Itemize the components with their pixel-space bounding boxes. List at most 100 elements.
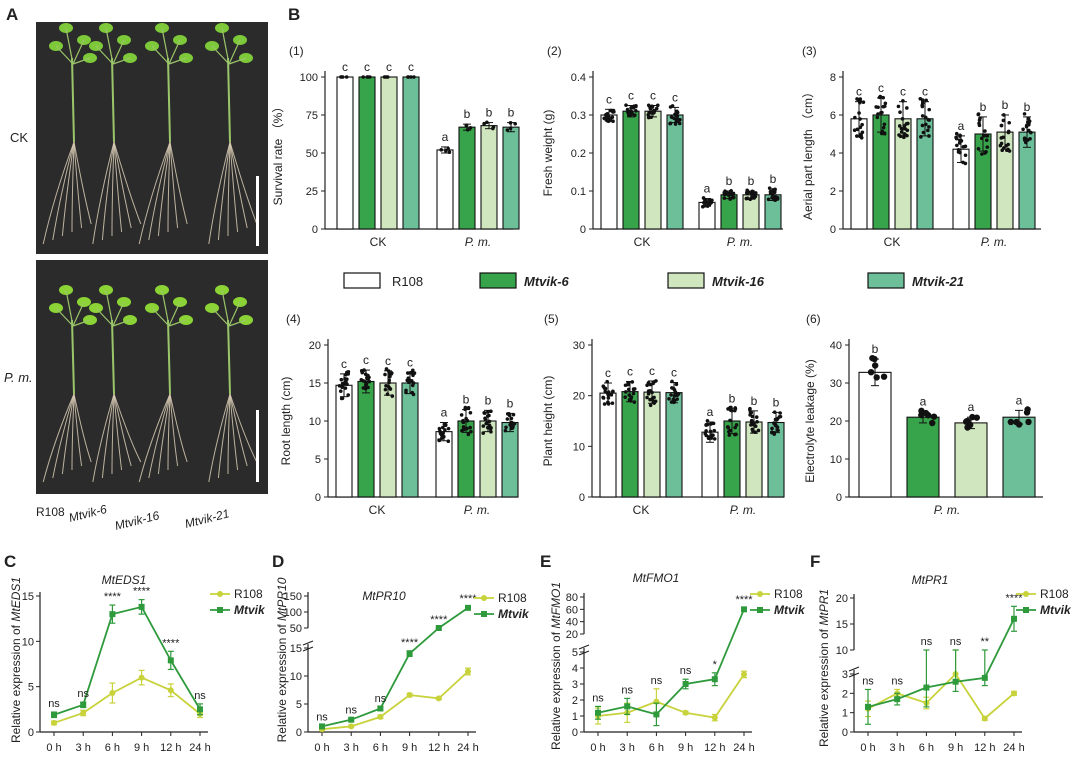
bar-mtvik6: [622, 110, 640, 230]
data-point: [702, 204, 707, 208]
data-point: [469, 429, 473, 434]
significance-letter: c: [342, 60, 348, 74]
data-point: [1024, 124, 1029, 129]
data-point: [447, 150, 452, 155]
bar-mtvik16: [643, 391, 661, 498]
data-point: [1027, 119, 1032, 123]
data-point: [924, 98, 928, 103]
data-point: [459, 413, 464, 417]
data-point: [388, 374, 392, 379]
data-point: [632, 400, 637, 404]
data-point: [361, 378, 366, 383]
significance-letter: c: [900, 85, 906, 99]
data-point: [626, 380, 630, 385]
data-point: [926, 128, 930, 133]
significance-letter: b: [507, 396, 514, 410]
y-axis-label: Survival rate （%）: [271, 101, 285, 206]
marker-r108: [109, 690, 116, 697]
significance-annotation: ****: [1005, 592, 1023, 604]
data-point: [722, 190, 727, 195]
data-point: [753, 424, 758, 429]
data-point: [630, 380, 635, 384]
y-tick-label: 15: [309, 378, 321, 390]
significance-annotation: ****: [401, 637, 419, 649]
chart-root-length: (4) 0 5 10 15 20 Root length (cm) c c c c CK a b b b P. …: [279, 312, 519, 517]
data-point: [729, 405, 733, 410]
data-point: [628, 398, 633, 402]
significance-annotation: ns: [651, 675, 663, 687]
data-point: [440, 436, 444, 440]
plant-seedling: [205, 23, 258, 245]
data-point: [955, 143, 959, 148]
data-point: [882, 131, 887, 136]
marker-mtvik: [319, 723, 325, 730]
photo-pm: [36, 260, 268, 494]
data-point: [461, 427, 466, 432]
x-tick-label: 3 h: [344, 742, 359, 754]
x-tick-label: 6 h: [105, 742, 120, 754]
data-point: [860, 122, 864, 127]
data-point: [482, 121, 486, 126]
marker-r108: [465, 668, 471, 675]
significance-letter: c: [672, 90, 678, 104]
data-point: [710, 433, 714, 437]
group-label: P. m.: [730, 503, 756, 517]
significance-letter: c: [627, 364, 633, 378]
y-tick-label: 0.4: [571, 72, 586, 84]
chart-plant-height: (5) 0 10 20 30 Plant height (cm) c c c c CK a b b b P. …: [541, 312, 785, 517]
data-point: [985, 134, 990, 138]
group-label: P. m.: [465, 235, 491, 249]
data-point: [645, 395, 649, 400]
data-point: [772, 421, 776, 426]
significance-letter: b: [980, 100, 987, 114]
y-axis-label: Relative expression of MtPR1: [817, 589, 831, 747]
data-point: [1002, 113, 1006, 117]
x-tick-label: 12 h: [160, 742, 181, 754]
data-point: [998, 143, 1003, 148]
data-point: [611, 110, 615, 114]
y-tick-label: 10: [22, 636, 34, 648]
significance-letter: c: [364, 60, 370, 74]
marker-mtvik: [952, 678, 959, 685]
data-point: [982, 133, 987, 138]
data-point: [705, 418, 710, 423]
data-point: [1007, 418, 1015, 426]
y-tick-label: 1: [572, 711, 578, 723]
data-point: [626, 111, 631, 116]
data-point: [726, 425, 731, 430]
data-point: [675, 109, 679, 114]
data-point: [631, 391, 636, 396]
data-point: [646, 392, 651, 396]
data-point: [466, 432, 471, 437]
significance-letter: c: [408, 60, 414, 74]
data-point: [623, 383, 628, 388]
y-tick-label: 4: [572, 663, 578, 675]
marker-r108: [138, 674, 145, 681]
significance-annotation: ns: [316, 711, 328, 723]
marker-mtvik: [406, 650, 413, 657]
significance-letter: c: [386, 60, 392, 74]
data-point: [346, 393, 351, 397]
series-line-mtvik: [867, 618, 1015, 708]
legend-marker: [1023, 607, 1029, 613]
legend-label: Mtvik: [1040, 603, 1072, 617]
data-point: [768, 191, 773, 196]
axis-break: [848, 672, 860, 678]
data-point: [1005, 148, 1009, 153]
significance-letter: a: [958, 119, 965, 133]
data-point: [855, 134, 859, 138]
series-line-mtvik: [597, 608, 745, 716]
data-point: [857, 111, 861, 115]
data-point: [648, 382, 653, 387]
data-point: [646, 113, 651, 117]
data-point: [772, 410, 777, 414]
chart-mtpr1-expression: 0 1 2 3 10 15 20 0 h 3 h 6 h 9 h 12 h 24 h MtPR1 Relat…: [817, 573, 1072, 754]
data-point: [984, 149, 988, 154]
marker-r108: [80, 709, 87, 716]
marker-mtvik: [1011, 615, 1017, 622]
y-tick-label: 5: [315, 454, 321, 466]
marker-r108: [348, 723, 355, 730]
significance-letter: b: [748, 174, 755, 188]
x-tick-label: 9 h: [678, 742, 693, 754]
chart-title: MtFMO1: [633, 571, 680, 585]
